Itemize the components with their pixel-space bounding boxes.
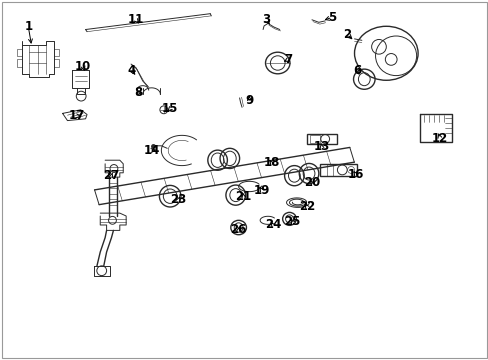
- Text: 19: 19: [253, 184, 269, 197]
- Text: 2: 2: [343, 28, 350, 41]
- Text: 7: 7: [284, 53, 292, 66]
- Text: 20: 20: [303, 176, 320, 189]
- Text: 10: 10: [75, 60, 91, 73]
- Text: 15: 15: [162, 102, 178, 115]
- Text: 11: 11: [127, 13, 144, 26]
- Text: 3: 3: [262, 13, 270, 26]
- Text: 27: 27: [103, 169, 120, 182]
- Bar: [306, 134, 337, 144]
- Bar: [309, 135, 319, 143]
- Text: 14: 14: [143, 144, 160, 157]
- Text: 5: 5: [328, 11, 336, 24]
- Text: 25: 25: [284, 215, 300, 228]
- Bar: [320, 164, 356, 176]
- Text: 17: 17: [69, 109, 85, 122]
- Text: 21: 21: [235, 190, 251, 203]
- Text: 1: 1: [24, 21, 32, 33]
- Text: 23: 23: [170, 193, 186, 206]
- Text: 9: 9: [245, 94, 253, 107]
- Text: 26: 26: [230, 223, 246, 236]
- Text: 13: 13: [313, 140, 329, 153]
- Text: 12: 12: [431, 132, 447, 145]
- Text: 8: 8: [134, 86, 142, 99]
- Text: 22: 22: [298, 201, 315, 213]
- Text: 4: 4: [128, 64, 136, 77]
- Text: 16: 16: [347, 168, 364, 181]
- Text: 6: 6: [352, 64, 360, 77]
- Text: 24: 24: [264, 219, 281, 231]
- Text: 18: 18: [263, 156, 279, 169]
